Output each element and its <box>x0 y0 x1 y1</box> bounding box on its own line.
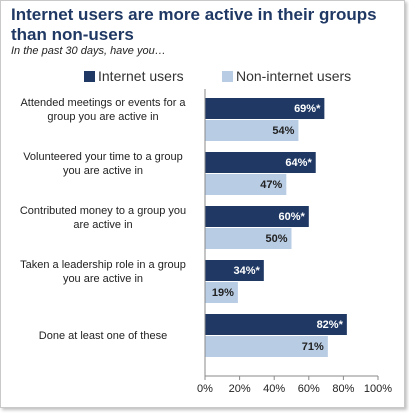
data-label-internet-0: 69%* <box>294 103 321 115</box>
data-label-internet-3: 34%* <box>234 265 261 277</box>
bar-internet-1 <box>205 152 316 173</box>
chart-subtitle: In the past 30 days, have you… <box>11 45 166 57</box>
legend-swatch-internet-users <box>84 71 95 82</box>
bar-non-internet-3 <box>205 282 238 303</box>
category-label-2: Contributed money to a group you are acti… <box>7 204 199 232</box>
category-label-1: Volunteered your time to a group you are … <box>7 150 199 178</box>
category-label-line: Volunteered your time to a group <box>23 150 183 163</box>
bar-non-internet-2 <box>205 228 292 249</box>
category-label-line: are active in <box>73 218 133 231</box>
category-label-line: Taken a leadership role in a group <box>20 258 186 271</box>
x-tick-label: 40% <box>263 383 286 395</box>
data-label-non-internet-2: 50% <box>265 233 287 245</box>
bar-non-internet-0 <box>205 120 299 141</box>
x-tick-label: 20% <box>228 383 251 395</box>
data-label-internet-4: 82%* <box>317 319 344 331</box>
data-label-non-internet-0: 54% <box>272 125 294 137</box>
chart-title: Internet users are more active in their … <box>11 5 377 44</box>
x-tick-label: 60% <box>297 383 320 395</box>
category-label-4: Done at least one of these <box>7 329 199 343</box>
bar-non-internet-1 <box>205 174 287 195</box>
category-label-line: you are active in <box>62 164 144 177</box>
category-label-line: you are active in <box>62 272 144 285</box>
bar-non-internet-4 <box>205 336 328 357</box>
category-label-line: Attended meetings or events for a <box>20 96 186 109</box>
legend-label-non-internet-users: Non-internet users <box>236 68 352 84</box>
category-label-line: Contributed money to a group you <box>19 204 187 217</box>
legend-swatch-non-internet-users <box>222 71 233 82</box>
bar-internet-3 <box>205 260 264 281</box>
data-label-internet-1: 64%* <box>285 157 312 169</box>
bar-internet-0 <box>205 98 325 119</box>
x-tick-label: 0% <box>197 383 213 395</box>
chart-frame: Internet users are more active in their … <box>0 0 405 408</box>
bar-internet-2 <box>205 206 309 227</box>
data-label-non-internet-4: 71% <box>302 341 324 353</box>
bar-internet-4 <box>205 314 347 335</box>
x-tick-label: 100% <box>363 383 393 395</box>
category-label-3: Taken a leadership role in a group you ar… <box>7 258 199 286</box>
category-label-line: Done at least one of these <box>38 329 168 342</box>
legend-label-internet-users: Internet users <box>98 68 184 84</box>
category-label-line: group you are active in <box>47 110 159 123</box>
data-label-non-internet-3: 19% <box>212 287 234 299</box>
category-label-0: Attended meetings or events for a group y… <box>7 96 199 124</box>
data-label-internet-2: 60%* <box>279 211 306 223</box>
x-tick-label: 80% <box>332 383 355 395</box>
data-label-non-internet-1: 47% <box>260 179 282 191</box>
